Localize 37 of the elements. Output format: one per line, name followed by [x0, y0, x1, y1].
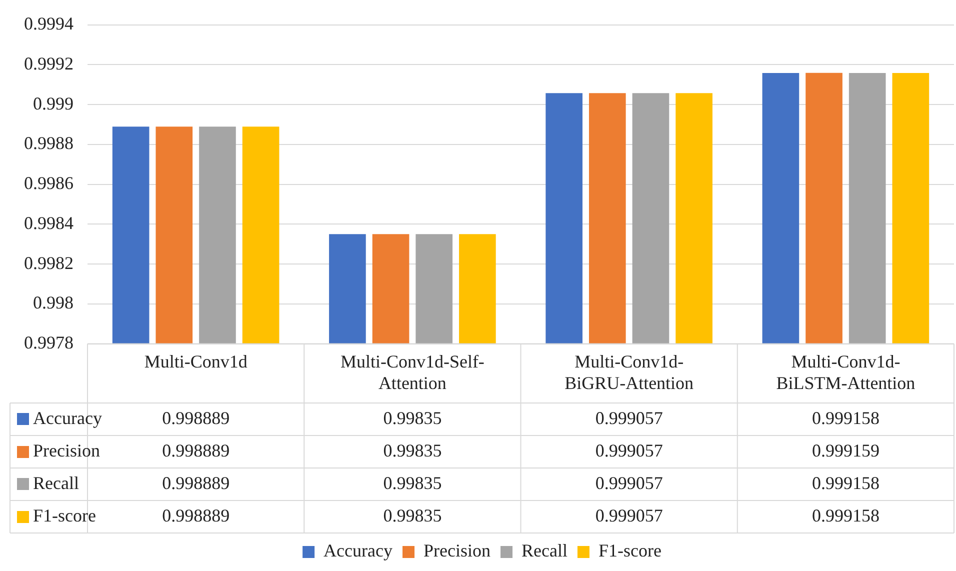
data-label: 0.999158: [812, 408, 880, 428]
legend-label: Precision: [424, 540, 490, 561]
data-label: 0.999057: [595, 472, 663, 493]
data-label: 0.999158: [812, 505, 880, 526]
y-tick-label: 0.9992: [24, 53, 74, 74]
data-label: 0.99835: [383, 440, 442, 460]
text: F1-score: [33, 505, 96, 526]
text: Recall: [33, 472, 79, 493]
y-tick-label: 0.9994: [24, 14, 74, 34]
y-tick-label: 0.9982: [24, 252, 74, 273]
data-label: 0.999159: [812, 440, 880, 460]
y-tick-label: 0.9978: [24, 332, 74, 353]
x-tick-label: Multi-Conv1d: [144, 351, 248, 372]
y-tick-label: 0.9988: [24, 133, 74, 154]
y-tick-label: 0.999: [33, 93, 74, 114]
data-label: 0.999057: [595, 440, 663, 460]
data-label: 0.999158: [812, 472, 880, 493]
data-label: 0.999057: [595, 505, 663, 526]
x-tick-label: Multi-Conv1d-BiGRU-Attention: [564, 351, 694, 393]
data-label: 0.99835: [383, 505, 442, 526]
y-tick-label: 0.9986: [24, 173, 74, 194]
data-label: 0.998889: [162, 505, 230, 526]
data-label: 0.998889: [162, 440, 230, 460]
data-label: 0.99835: [383, 408, 442, 428]
data-label: 0.999057: [595, 408, 663, 428]
data-label: 0.99835: [383, 472, 442, 493]
legend-label: Accuracy: [324, 540, 393, 561]
x-tick-label: Multi-Conv1d-BiLSTM-Attention: [776, 351, 916, 393]
y-tick-label: 0.9984: [24, 212, 74, 233]
data-label: 0.998889: [162, 408, 230, 428]
x-tick-label: Multi-Conv1d-Self-Attention: [340, 351, 484, 393]
y-tick-label: 0.998: [33, 292, 74, 313]
legend-label: Recall: [521, 540, 568, 561]
legend-label: F1-score: [598, 540, 662, 561]
text: Accuracy: [33, 408, 102, 428]
data-label: 0.998889: [162, 472, 230, 493]
text: Precision: [33, 440, 100, 460]
